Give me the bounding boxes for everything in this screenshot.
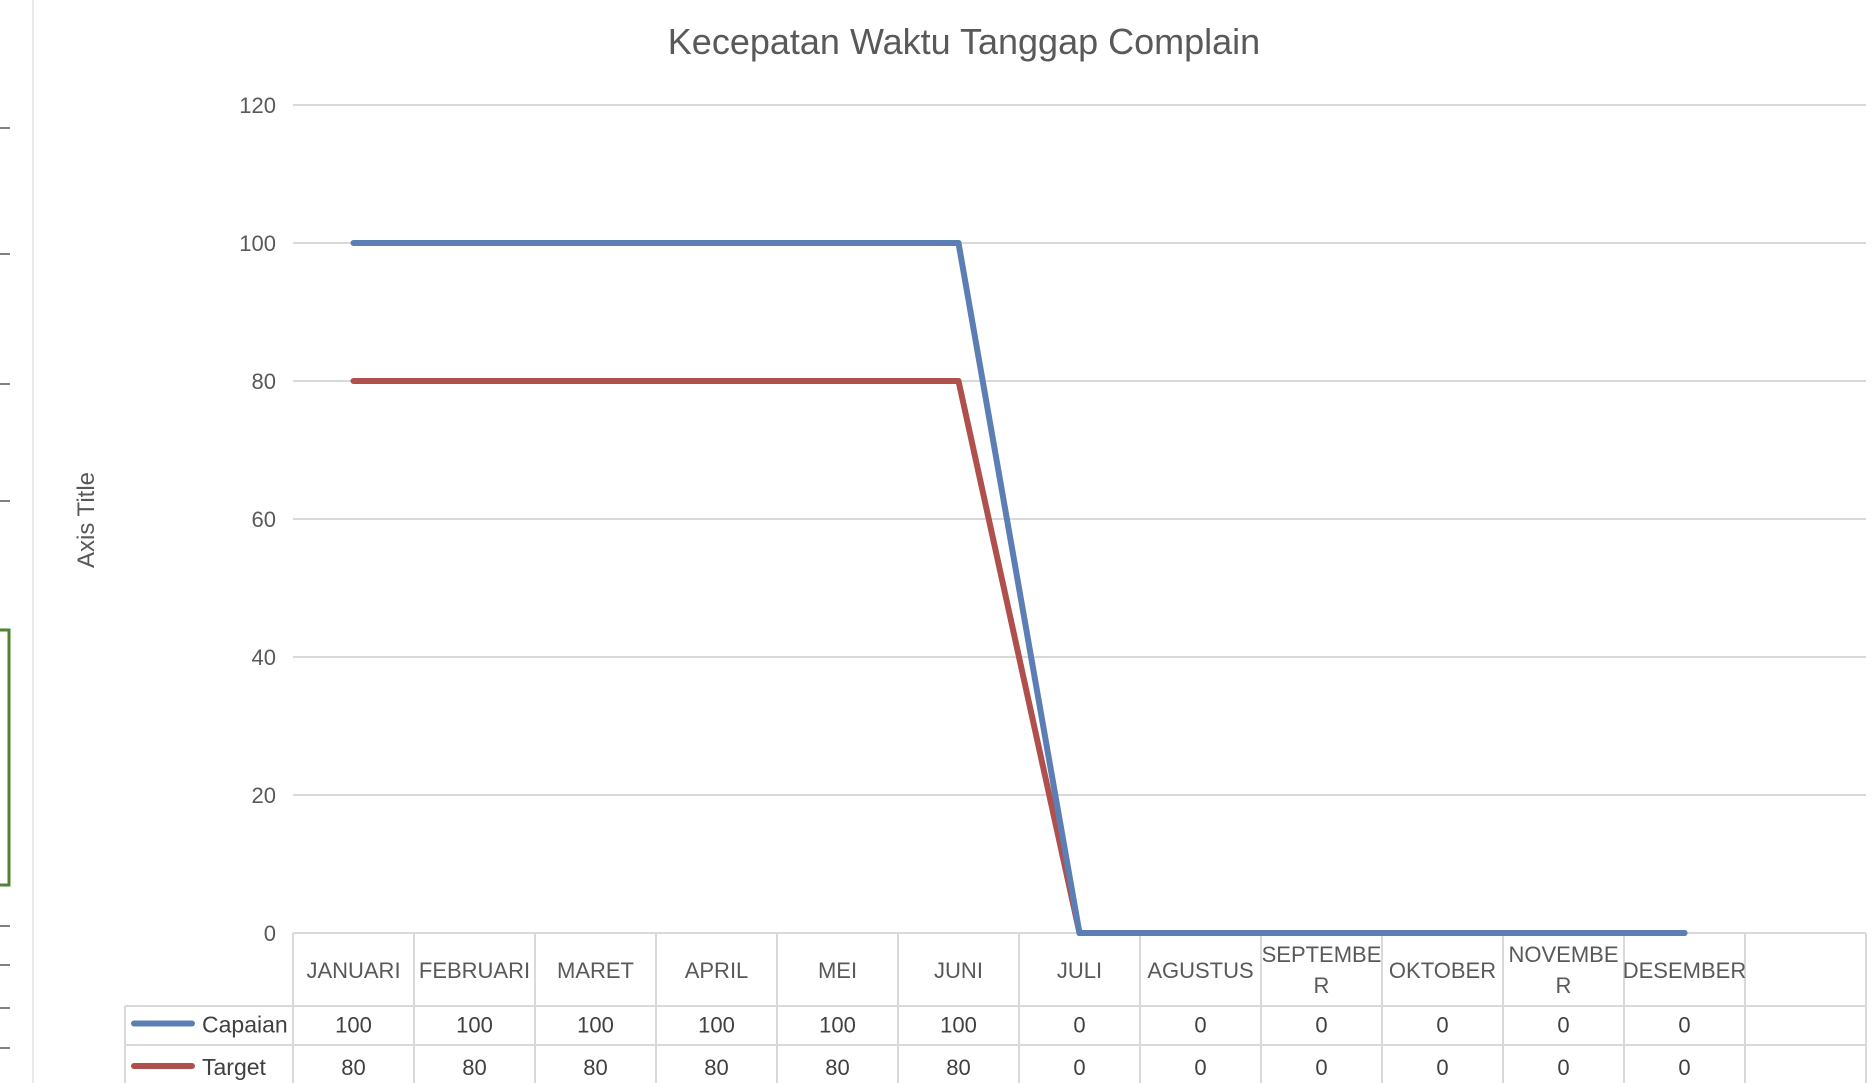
data-label: 100 xyxy=(456,1013,493,1038)
legend-label: Capaian xyxy=(202,1012,288,1038)
data-label: 80 xyxy=(704,1055,728,1080)
x-tick-label: DESEMBER xyxy=(1623,958,1746,983)
x-tick-label: FEBRUARI xyxy=(419,958,530,983)
x-tick-label: JANUARI xyxy=(306,958,400,983)
x-tick-label: JUNI xyxy=(934,958,983,983)
gridlines xyxy=(293,104,1866,796)
data-label: 80 xyxy=(462,1055,486,1080)
data-label: 0 xyxy=(1073,1055,1085,1080)
x-tick-label: OKTOBER xyxy=(1389,958,1496,983)
data-label: 0 xyxy=(1557,1055,1569,1080)
data-table: JANUARI FEBRUARI MARET APRIL MEI JUNI JULI AGUS… xyxy=(124,932,1867,1083)
x-tick-label: MARET xyxy=(557,958,634,983)
y-tick-label: 100 xyxy=(239,231,276,256)
data-label: 0 xyxy=(1557,1013,1569,1038)
data-label: 0 xyxy=(1436,1013,1448,1038)
y-tick-label: 0 xyxy=(264,921,276,946)
sheet-edge xyxy=(0,0,34,1083)
data-label: 0 xyxy=(1315,1055,1327,1080)
data-label: 100 xyxy=(335,1013,372,1038)
series-lines xyxy=(350,240,1688,936)
data-label: 80 xyxy=(825,1055,849,1080)
y-tick-label: 20 xyxy=(252,783,276,808)
chart-title: Kecepatan Waktu Tanggap Complain xyxy=(668,21,1260,62)
data-label: 80 xyxy=(341,1055,365,1080)
x-tick-label: JULI xyxy=(1057,958,1102,983)
data-label: 100 xyxy=(819,1013,856,1038)
data-label: 0 xyxy=(1194,1013,1206,1038)
y-tick-label: 40 xyxy=(252,645,276,670)
data-label: 80 xyxy=(946,1055,970,1080)
y-tick-label: 80 xyxy=(252,369,276,394)
data-label: 0 xyxy=(1678,1055,1690,1080)
y-tick-label: 60 xyxy=(252,507,276,532)
x-tick-label: APRIL xyxy=(685,958,749,983)
y-tick-label: 120 xyxy=(239,93,276,118)
data-label: 0 xyxy=(1073,1013,1085,1038)
x-tick-label: MEI xyxy=(818,958,857,983)
data-label: 100 xyxy=(940,1013,977,1038)
data-label: 0 xyxy=(1315,1013,1327,1038)
data-label: 0 xyxy=(1678,1013,1690,1038)
series-line xyxy=(350,240,1688,936)
data-label: 100 xyxy=(577,1013,614,1038)
x-tick-label: AGUSTUS xyxy=(1147,958,1253,983)
legend-label: Target xyxy=(202,1054,267,1080)
data-label: 80 xyxy=(583,1055,607,1080)
data-label: 0 xyxy=(1194,1055,1206,1080)
y-axis-title: Axis Title xyxy=(73,472,100,568)
data-label: 0 xyxy=(1436,1055,1448,1080)
data-label: 100 xyxy=(698,1013,735,1038)
x-tick-label: NOVEMBE R xyxy=(1508,942,1618,998)
y-tick-labels: 0 20 40 60 80 100 120 xyxy=(239,93,276,946)
x-tick-label: SEPTEMBE R xyxy=(1262,942,1382,998)
